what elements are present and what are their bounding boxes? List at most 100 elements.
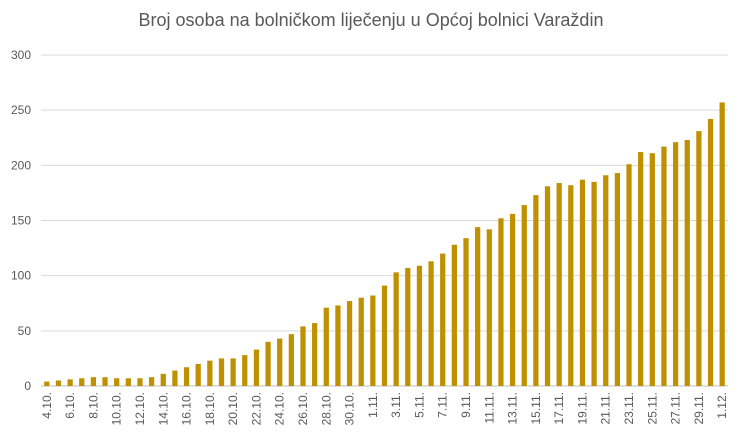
x-tick-label: 22.10. — [249, 392, 263, 425]
bar — [649, 153, 655, 386]
bar — [509, 213, 516, 386]
x-tick-label: 21.11. — [599, 392, 613, 424]
bar — [230, 358, 236, 386]
bar — [67, 379, 73, 386]
bar — [277, 338, 283, 386]
y-tick-label: 250 — [11, 103, 31, 117]
x-tick-label: 3.11. — [389, 392, 403, 418]
x-tick-label: 24.10. — [273, 392, 287, 425]
bar — [312, 323, 318, 386]
x-tick-label: 28.10. — [319, 392, 333, 425]
x-tick-label: 15.11. — [529, 392, 543, 424]
bar — [393, 272, 399, 386]
y-tick-label: 100 — [11, 269, 31, 283]
bar — [428, 261, 434, 386]
y-tick-label: 50 — [18, 324, 32, 338]
bar — [183, 367, 190, 386]
bar — [114, 378, 120, 386]
bar — [440, 253, 446, 386]
bar — [323, 307, 329, 386]
bar — [346, 301, 353, 386]
bar — [253, 349, 260, 386]
bar — [568, 185, 574, 386]
x-tick-label: 7.11. — [436, 392, 450, 418]
bar — [137, 378, 143, 386]
bar — [148, 377, 155, 386]
chart-title: Broj osoba na bolničkom liječenju u Općo… — [138, 10, 604, 30]
bar — [172, 370, 178, 386]
bar — [719, 102, 725, 387]
bar — [684, 139, 690, 386]
bar — [696, 131, 702, 386]
x-tick-label: 8.10. — [86, 392, 100, 419]
bar — [207, 360, 213, 386]
bar — [242, 355, 248, 386]
x-tick-label: 29.11. — [692, 392, 706, 424]
bar — [591, 181, 597, 386]
bar — [288, 334, 294, 386]
x-tick-label: 17.11. — [552, 392, 566, 424]
bars — [44, 102, 725, 387]
bar — [160, 373, 166, 386]
bar — [521, 205, 527, 386]
bar — [614, 173, 621, 386]
bar — [475, 227, 481, 386]
bar — [265, 341, 271, 386]
bar — [405, 267, 411, 386]
bar — [556, 182, 562, 386]
x-tick-label: 14.10. — [156, 392, 170, 425]
bar — [79, 378, 85, 386]
y-tick-label: 300 — [11, 48, 31, 62]
x-axis-ticks: 4.10. 6.10. 8.10. 10.10. 12.10. 14.10. 16.10. 1… — [40, 392, 729, 425]
bar — [416, 265, 423, 386]
bar — [533, 195, 539, 386]
x-tick-label: 1.12. — [715, 392, 729, 419]
bar — [486, 229, 492, 386]
bar — [55, 380, 62, 386]
y-tick-label: 150 — [11, 214, 31, 228]
x-tick-label: 5.11. — [412, 392, 426, 418]
x-tick-label: 10.10. — [110, 392, 124, 425]
x-tick-label: 4.10. — [40, 392, 54, 419]
x-tick-label: 19.11. — [575, 392, 589, 424]
bar — [672, 142, 679, 386]
y-tick-label: 200 — [11, 158, 31, 172]
bar — [381, 285, 388, 386]
x-tick-label: 20.10. — [226, 392, 240, 425]
y-axis-ticks: 0 50 100 150 200 250 300 — [11, 48, 31, 393]
bar — [603, 175, 609, 386]
x-tick-label: 26.10. — [296, 392, 310, 425]
bar — [44, 381, 50, 386]
x-tick-label: 12.10. — [133, 392, 147, 425]
bar — [544, 186, 551, 386]
x-tick-label: 23.11. — [622, 392, 636, 424]
bar — [300, 326, 306, 386]
y-tick-label: 0 — [24, 379, 31, 393]
x-tick-label: 13.11. — [506, 392, 520, 424]
bar — [463, 238, 469, 386]
x-tick-label: 11.11. — [482, 392, 496, 424]
x-tick-label: 27.11. — [669, 392, 683, 424]
bar — [335, 305, 341, 386]
bar — [195, 363, 201, 386]
bar — [358, 297, 364, 386]
bar — [498, 218, 504, 386]
bar — [125, 378, 131, 386]
x-tick-label: 30.10. — [343, 392, 357, 425]
bar — [579, 179, 586, 386]
x-tick-label: 1.11. — [366, 392, 380, 418]
bar — [102, 377, 108, 386]
bar — [638, 152, 644, 386]
x-tick-label: 18.10. — [203, 392, 217, 425]
bar — [661, 146, 667, 386]
x-tick-label: 16.10. — [180, 392, 194, 425]
bar — [90, 377, 97, 386]
bar — [707, 118, 714, 386]
x-tick-label: 6.10. — [63, 392, 77, 419]
x-tick-label: 25.11. — [645, 392, 659, 424]
bar — [370, 295, 376, 386]
bar — [626, 164, 632, 386]
x-tick-label: 9.11. — [459, 392, 473, 418]
